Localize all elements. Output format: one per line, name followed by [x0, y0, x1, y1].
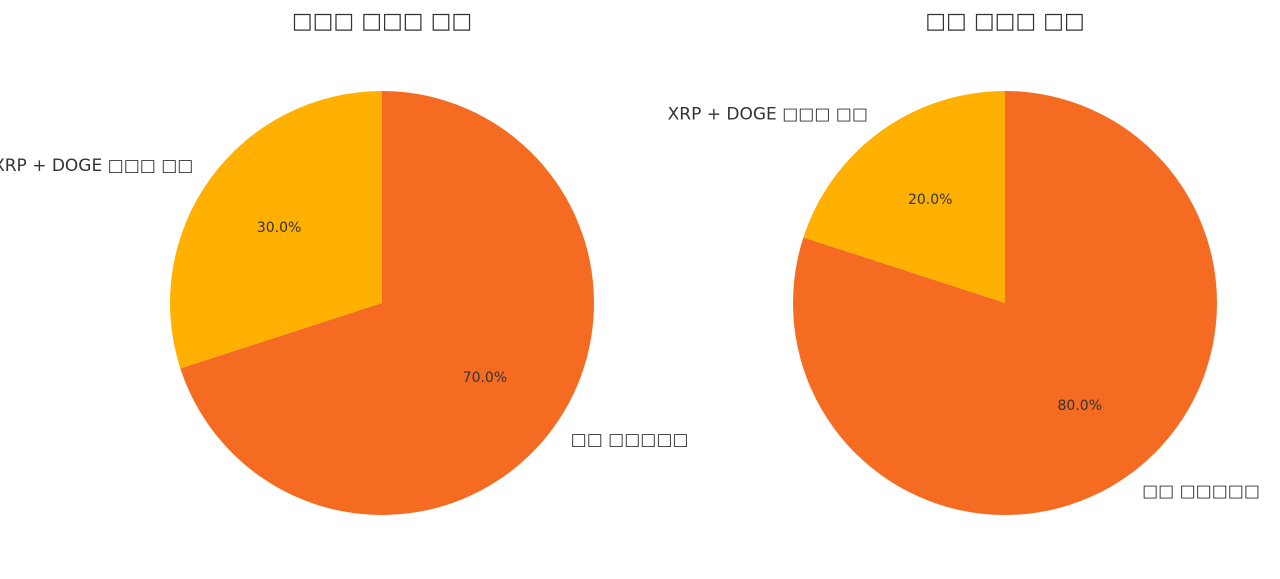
slice-label: XRP + DOGE □□□ □□: [0, 156, 193, 176]
slice-label: □□ □□□□□: [1142, 482, 1260, 502]
pie-slice: [180, 91, 594, 515]
slice-label: □□ □□□□□: [571, 430, 689, 450]
value-label: 20.0%: [908, 192, 952, 208]
chart-title: □□□ □□□ □□: [292, 9, 472, 34]
slice-label: XRP + DOGE □□□ □□: [668, 104, 868, 124]
pie-slice: [793, 91, 1218, 515]
chart-title: □□ □□□ □□: [925, 9, 1085, 34]
value-label: 70.0%: [463, 370, 507, 386]
pie-slice: [169, 91, 382, 369]
pie-slice: [803, 91, 1005, 303]
value-label: 30.0%: [257, 220, 301, 236]
value-label: 80.0%: [1058, 398, 1102, 414]
